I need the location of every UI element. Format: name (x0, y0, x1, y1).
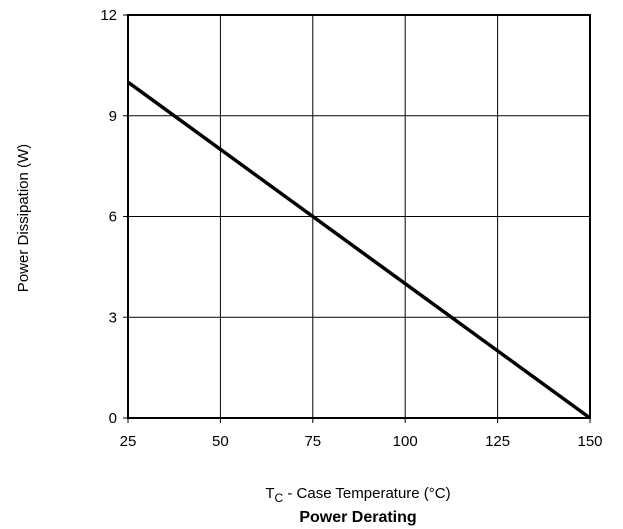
y-tick-label: 0 (109, 410, 117, 427)
x-tick-label: 150 (577, 433, 602, 450)
x-axis-label-subscript: C (275, 491, 284, 505)
y-axis-label: Power Dissipation (W) (15, 144, 32, 292)
x-tick-label: 125 (485, 433, 510, 450)
series-layer (126, 80, 592, 420)
grid (127, 14, 591, 419)
y-tick-label: 3 (109, 309, 117, 326)
chart-title: Power Derating (299, 509, 416, 526)
x-axis-label-main: T (265, 485, 274, 502)
x-tick-label: 25 (120, 433, 137, 450)
x-axis-ticks: 25 50 75 100 125 150 (120, 418, 603, 450)
x-tick-label: 100 (393, 433, 418, 450)
series-line (126, 80, 592, 420)
y-tick-label: 12 (100, 7, 117, 24)
y-tick-label: 6 (109, 209, 117, 226)
x-tick-label: 75 (304, 433, 321, 450)
y-axis-ticks: 0 3 6 9 12 (100, 7, 128, 427)
x-axis-label: TC - Case Temperature (°C) (265, 485, 450, 505)
x-axis-label-rest: - Case Temperature (°C) (283, 485, 450, 502)
x-tick-label: 50 (212, 433, 229, 450)
y-tick-label: 9 (109, 108, 117, 125)
